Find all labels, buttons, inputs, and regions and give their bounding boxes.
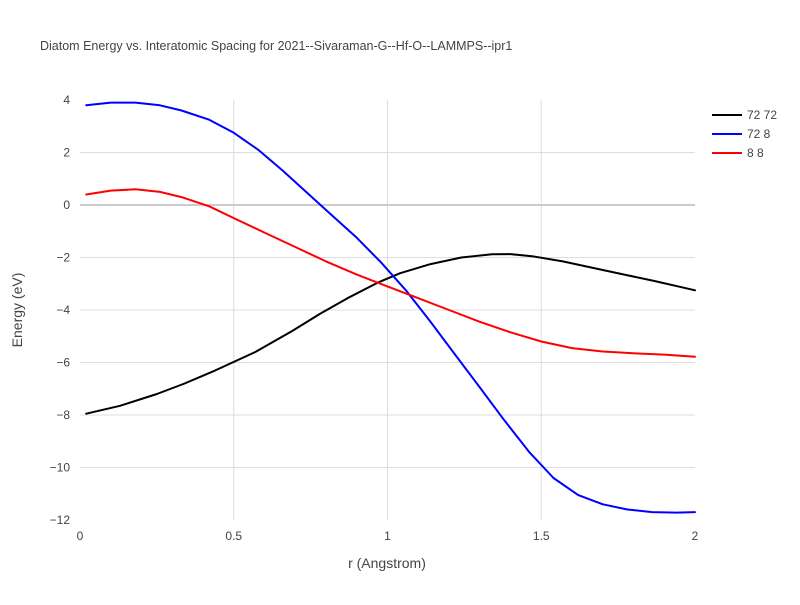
- y-tick-label: −2: [56, 251, 70, 265]
- series-line-1: [85, 101, 696, 514]
- x-axis-ticks: 0 0.5 1 1.5 2: [77, 529, 699, 543]
- y-axis-title: Energy (eV): [9, 273, 25, 348]
- series-layer: [85, 101, 696, 514]
- y-tick-label: −12: [50, 513, 71, 527]
- series-line-0: [85, 253, 696, 415]
- legend: 72 72 72 8 8 8: [712, 108, 777, 160]
- x-axis-title: r (Angstrom): [348, 555, 426, 571]
- y-tick-label: 2: [63, 146, 70, 160]
- x-tick-label: 1.5: [533, 529, 550, 543]
- series-line-2: [85, 188, 696, 358]
- y-tick-label: −8: [56, 408, 70, 422]
- x-tick-label: 0.5: [225, 529, 242, 543]
- y-tick-label: 0: [63, 198, 70, 212]
- legend-label: 72 8: [747, 127, 771, 141]
- y-axis-ticks: −12 −10 −8 −6 −4 −2 0 2 4: [50, 93, 71, 527]
- y-tick-label: −6: [56, 356, 70, 370]
- x-tick-label: 0: [77, 529, 84, 543]
- legend-label: 72 72: [747, 108, 777, 122]
- legend-label: 8 8: [747, 146, 764, 160]
- x-tick-label: 1: [384, 529, 391, 543]
- y-tick-label: 4: [63, 93, 70, 107]
- y-tick-label: −4: [56, 303, 70, 317]
- chart-title: Diatom Energy vs. Interatomic Spacing fo…: [40, 39, 512, 53]
- x-tick-label: 2: [692, 529, 699, 543]
- grid-layer: [80, 100, 695, 520]
- y-tick-label: −10: [50, 461, 71, 475]
